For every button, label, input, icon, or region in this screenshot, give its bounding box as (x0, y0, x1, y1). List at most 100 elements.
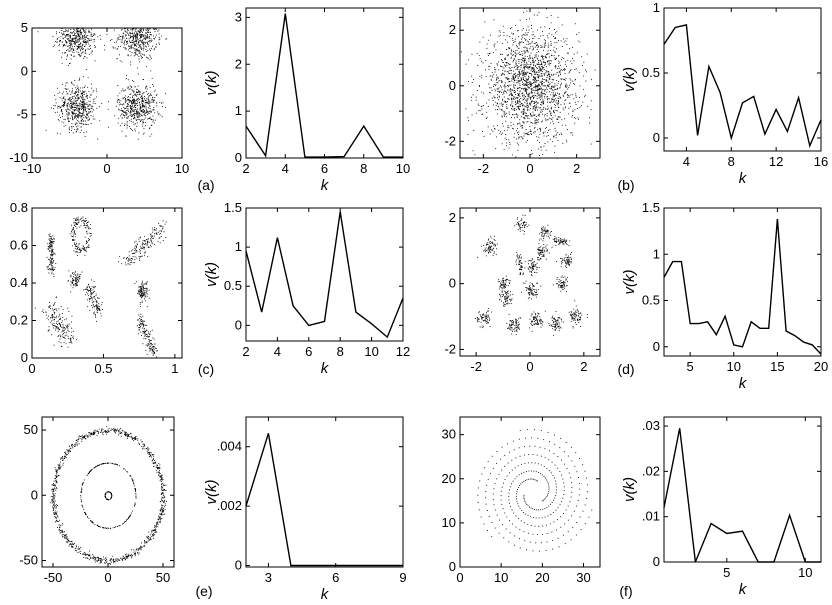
scatter-point (164, 223, 166, 225)
scatter-point (78, 40, 80, 42)
scatter-point (96, 308, 97, 310)
scatter-point (74, 230, 76, 232)
scatter-point (131, 89, 133, 91)
scatter-point (53, 260, 55, 261)
scatter-point (591, 79, 592, 81)
scatter-point (91, 111, 93, 113)
scatter-point (531, 27, 533, 29)
scatter-point (565, 106, 566, 108)
scatter-point (76, 217, 77, 219)
scatter-point (513, 70, 514, 72)
scatter-point (488, 245, 490, 247)
scatter-point (119, 100, 121, 102)
scatter-point (142, 110, 144, 112)
scatter-point (521, 127, 523, 129)
scatter-point (519, 227, 521, 229)
scatter-point (586, 71, 587, 73)
scatter-point (86, 131, 87, 133)
scatter-point (70, 48, 72, 50)
scatter-point (54, 319, 55, 320)
scatter-point (123, 97, 125, 98)
scatter-point (92, 105, 94, 107)
scatter-point (518, 131, 520, 133)
scatter-point (515, 68, 517, 70)
scatter-point (549, 129, 551, 131)
scatter-point (141, 291, 143, 293)
scatter-point (117, 98, 119, 100)
scatter-point (532, 97, 534, 99)
scatter-point (56, 315, 57, 317)
scatter-point (510, 88, 511, 90)
scatter-point (95, 301, 97, 303)
scatter-point (150, 240, 152, 242)
scatter-point (147, 256, 149, 257)
scatter-point (126, 110, 128, 111)
scatter-point (132, 95, 134, 96)
scatter-point (128, 111, 129, 112)
scatter-point (493, 104, 494, 106)
scatter-point (76, 223, 78, 225)
scatter-point (551, 75, 553, 77)
scatter-point (154, 38, 155, 40)
scatter-point (561, 78, 563, 80)
scatter-point (539, 113, 540, 115)
scatter-point (98, 308, 99, 310)
scatter-point (73, 239, 74, 241)
scatter-point (123, 40, 125, 42)
scatter-point (142, 315, 144, 317)
scatter-point (571, 94, 573, 96)
scatter-point (507, 98, 509, 100)
scatter-point (148, 41, 150, 42)
scatter-point (72, 335, 74, 337)
scatter-point (157, 30, 159, 32)
scatter-point (84, 220, 86, 222)
scatter-point (511, 109, 513, 111)
scatter-point (534, 101, 536, 103)
scatter-point (542, 31, 543, 33)
scatter-point (525, 84, 527, 86)
scatter-point (48, 258, 50, 260)
scatter-point (141, 255, 143, 257)
scatter-point (141, 96, 142, 98)
scatter-point (515, 75, 517, 77)
scatter-point (508, 86, 509, 88)
scatter-point (479, 86, 480, 87)
y-axis-label: v(k) (203, 262, 220, 287)
scatter-point (517, 95, 519, 96)
scatter-point (515, 223, 517, 225)
scatter-point (558, 40, 559, 41)
scatter-point (155, 46, 157, 48)
scatter-point (78, 243, 80, 245)
scatter-point (138, 92, 140, 94)
scatter-point (570, 79, 572, 81)
scatter-point (145, 283, 147, 285)
scatter-point (51, 308, 53, 310)
scatter-point (131, 35, 133, 37)
scatter-point (530, 96, 532, 98)
scatter-point (61, 105, 63, 107)
scatter-point (527, 132, 529, 133)
scatter-point (555, 32, 556, 34)
scatter-point (133, 37, 135, 39)
scatter-point (507, 71, 509, 73)
scatter-point (142, 44, 144, 46)
scatter-point (143, 293, 145, 295)
scatter-point (506, 77, 508, 79)
scatter-point (519, 44, 521, 46)
scatter-point (78, 97, 80, 98)
scatter-point (550, 74, 552, 75)
scatter-point (70, 335, 72, 336)
scatter-point (523, 121, 525, 123)
scatter-point (62, 325, 64, 327)
scatter-point (562, 78, 564, 80)
scatter-point (471, 96, 472, 98)
scatter-point (569, 48, 570, 50)
scatter-point (523, 94, 525, 96)
scatter-point (154, 99, 155, 101)
scatter-point (75, 271, 76, 273)
scatter-point (59, 43, 60, 45)
scatter-point (58, 315, 60, 317)
scatter-point (131, 102, 133, 104)
scatter-point (53, 241, 55, 242)
scatter-point (79, 103, 81, 105)
